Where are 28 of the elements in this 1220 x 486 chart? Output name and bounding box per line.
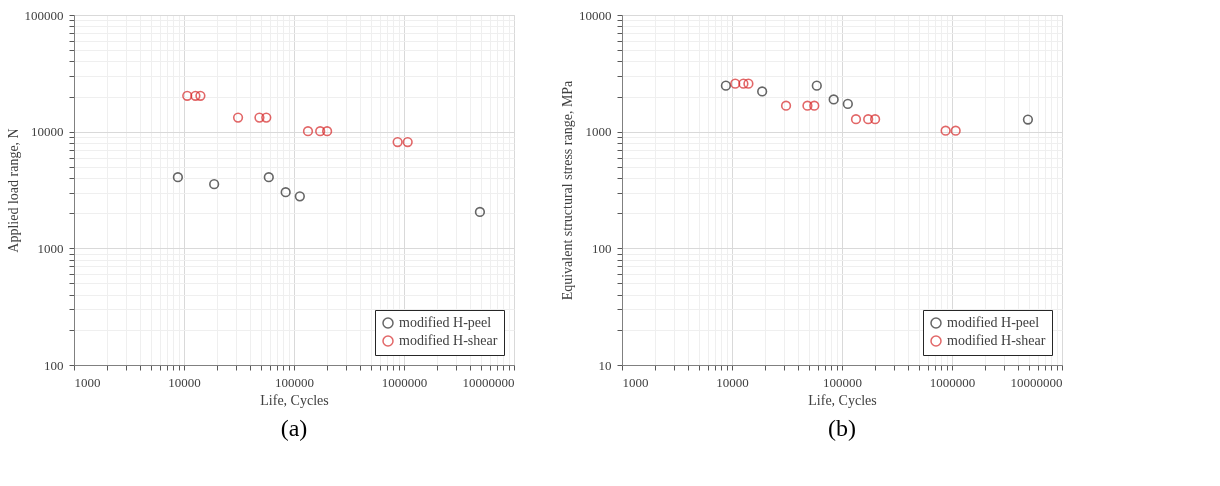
y-tick-label: 1000 xyxy=(37,240,64,256)
x-tick-label: 10000000 xyxy=(1010,374,1063,390)
x-axis-title: Life, Cycles xyxy=(260,392,329,408)
text: (b) xyxy=(828,415,856,441)
y-axis-title: Equivalent structural stress range, MPa xyxy=(560,79,575,301)
y-axis-title: Applied load range, N xyxy=(5,128,21,253)
x-tick-label: 10000000 xyxy=(462,374,515,390)
x-tick-label: 10000 xyxy=(716,374,749,390)
legend-label: modified H-peel xyxy=(947,315,1040,330)
y-tick-label: 100 xyxy=(592,240,612,256)
x-tick-label: 100000 xyxy=(275,374,314,390)
y-tick-label: 100000 xyxy=(24,7,64,23)
y-tick-label: 10000 xyxy=(579,7,612,23)
y-tick-label: 100 xyxy=(44,357,64,373)
x-tick-label: 1000 xyxy=(622,374,649,390)
x-tick-label: 100000 xyxy=(823,374,862,390)
x-tick-label: 1000 xyxy=(74,374,101,390)
legend-label: modified H-shear xyxy=(399,333,498,348)
x-tick-label: 1000000 xyxy=(381,374,428,390)
y-tick-label: 10 xyxy=(598,357,612,373)
y-tick-label: 10000 xyxy=(31,124,64,140)
legend-label: modified H-shear xyxy=(947,333,1046,348)
x-tick-label: 1000000 xyxy=(929,374,976,390)
x-axis-title: Life, Cycles xyxy=(808,392,877,408)
legend-label: modified H-peel xyxy=(399,315,492,330)
y-tick-label: 1000 xyxy=(585,124,612,140)
x-tick-label: 10000 xyxy=(168,374,201,390)
text: (a) xyxy=(280,415,308,441)
